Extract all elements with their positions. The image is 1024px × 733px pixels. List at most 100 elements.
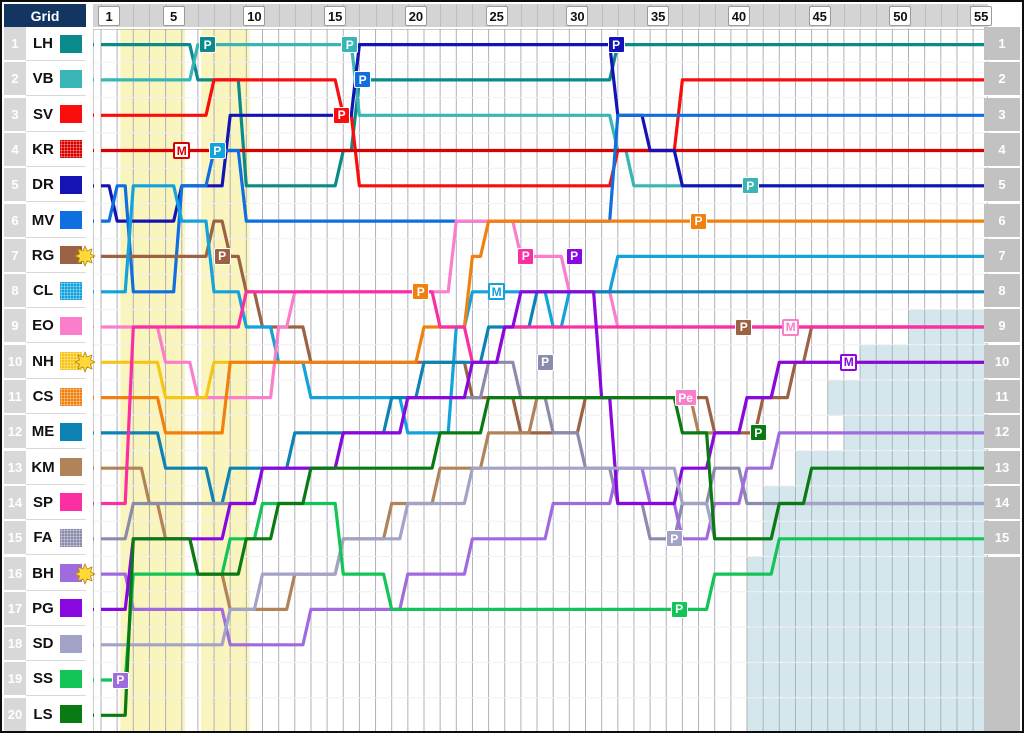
driver-abbr-RG: RG	[31, 246, 55, 264]
grid-position-19: 19	[4, 662, 26, 697]
driver-abbr-SV: SV	[32, 105, 53, 123]
event-marker-p-16[interactable]: P	[536, 353, 554, 371]
driver-line-FA	[101, 360, 988, 541]
lap-axis-tick	[278, 4, 280, 27]
driver-line-SV	[101, 78, 988, 188]
finish-position-5: 5	[984, 168, 1020, 203]
driver-row-SP[interactable]: SP	[26, 485, 86, 520]
event-marker-p-2[interactable]: P	[607, 36, 625, 54]
driver-abbr-FA: FA	[33, 529, 53, 547]
event-marker-m-17[interactable]: M	[840, 353, 858, 371]
lap-axis-tick	[779, 4, 781, 27]
driver-row-ME[interactable]: ME	[26, 415, 86, 450]
event-marker-m-5[interactable]: M	[173, 142, 191, 160]
driver-color-swatch-LH	[60, 34, 82, 53]
driver-color-swatch-LS	[60, 705, 82, 724]
lap-tick-55: 55	[970, 6, 993, 26]
lap-tick-20: 20	[404, 6, 427, 26]
grid-position-16: 16	[4, 556, 26, 591]
event-marker-m-15[interactable]: M	[782, 318, 800, 336]
lap-axis-tick	[440, 4, 442, 27]
event-marker-p-0[interactable]: P	[199, 36, 217, 54]
event-marker-pe-18[interactable]: Pe	[674, 389, 697, 407]
event-marker-p-4[interactable]: P	[333, 106, 351, 124]
driver-row-CL[interactable]: CL	[26, 274, 86, 309]
lap-axis-tick	[714, 4, 716, 27]
driver-line-PG	[101, 290, 988, 611]
event-marker-p-9[interactable]: P	[213, 247, 231, 265]
lap-axis-tick	[617, 4, 619, 27]
driver-row-SD[interactable]: SD	[26, 627, 86, 662]
driver-row-SV[interactable]: SV	[26, 97, 86, 132]
grid-position-10: 10	[4, 344, 26, 379]
lap-axis-tick	[601, 4, 603, 27]
driver-abbr-PG: PG	[32, 599, 54, 617]
driver-color-swatch-SS	[60, 669, 82, 688]
event-marker-p-8[interactable]: P	[690, 212, 708, 230]
event-marker-p-1[interactable]: P	[341, 36, 359, 54]
driver-row-KR[interactable]: KR	[26, 132, 86, 167]
event-marker-p-22[interactable]: P	[111, 671, 129, 689]
finish-position-6: 6	[984, 203, 1020, 238]
grid-position-6: 6	[4, 203, 26, 238]
driver-color-swatch-NH	[60, 352, 82, 371]
driver-row-LS[interactable]: LS	[26, 697, 86, 731]
driver-abbr-MV: MV	[31, 211, 55, 229]
driver-color-swatch-KM	[60, 458, 82, 477]
driver-abbr-SD: SD	[32, 635, 54, 653]
driver-row-DR[interactable]: DR	[26, 168, 86, 203]
driver-abbr-NH: NH	[32, 352, 54, 370]
event-marker-p-11[interactable]: P	[565, 247, 583, 265]
lap-tick-10: 10	[243, 6, 266, 26]
event-marker-p-14[interactable]: P	[735, 318, 753, 336]
event-marker-p-6[interactable]: P	[208, 142, 226, 160]
grid-position-18: 18	[4, 627, 26, 662]
event-marker-p-19[interactable]: P	[749, 424, 767, 442]
driver-row-KM[interactable]: KM	[26, 450, 86, 485]
finish-position-7: 7	[984, 238, 1020, 273]
driver-color-swatch-KR	[60, 140, 82, 159]
lapped-zone-row	[747, 556, 988, 593]
driver-row-FA[interactable]: FA	[26, 521, 86, 556]
event-marker-m-13[interactable]: M	[488, 283, 506, 301]
lap-axis-tick	[537, 4, 539, 27]
event-marker-p-21[interactable]: P	[670, 600, 688, 618]
driver-row-RG[interactable]: RG	[26, 238, 86, 273]
driver-row-PG[interactable]: PG	[26, 591, 86, 626]
grid-position-5: 5	[4, 168, 26, 203]
event-marker-p-10[interactable]: P	[517, 247, 535, 265]
lap-axis-tick	[924, 4, 926, 27]
finish-position-12: 12	[984, 415, 1020, 450]
grid-position-13: 13	[4, 450, 26, 485]
driver-row-LH[interactable]: LH	[26, 27, 86, 61]
lap-axis-tick	[294, 4, 296, 27]
event-marker-p-20[interactable]: P	[665, 530, 683, 548]
driver-row-BH[interactable]: BH	[26, 556, 86, 591]
driver-row-EO[interactable]: EO	[26, 309, 86, 344]
driver-row-CS[interactable]: CS	[26, 380, 86, 414]
lap-tick-50: 50	[889, 6, 912, 26]
finish-position-1: 1	[984, 27, 1020, 61]
lapped-zone-row	[747, 591, 988, 628]
driver-abbr-ME: ME	[31, 423, 55, 441]
lap-axis-tick	[860, 4, 862, 27]
fastest-lap-star-NH	[74, 351, 96, 373]
driver-line-MV	[101, 113, 988, 294]
driver-line-SS	[101, 501, 988, 682]
lapped-zone-row	[747, 697, 988, 731]
driver-abbr-SP: SP	[32, 493, 53, 511]
driver-row-SS[interactable]: SS	[26, 662, 86, 697]
driver-color-swatch-RG	[60, 246, 82, 265]
driver-color-swatch-ME	[60, 422, 82, 441]
driver-row-MV[interactable]: MV	[26, 203, 86, 238]
event-marker-p-3[interactable]: P	[354, 71, 372, 89]
event-marker-p-7[interactable]: P	[741, 177, 759, 195]
driver-line-EO	[101, 219, 988, 400]
event-marker-p-12[interactable]: P	[412, 283, 430, 301]
lap-axis-tick	[876, 4, 878, 27]
driver-row-VB[interactable]: VB	[26, 62, 86, 97]
lap-axis-tick	[456, 4, 458, 27]
lap-axis-tick	[698, 4, 700, 27]
driver-abbr-KM: KM	[31, 458, 55, 476]
driver-abbr-LH: LH	[33, 35, 53, 52]
